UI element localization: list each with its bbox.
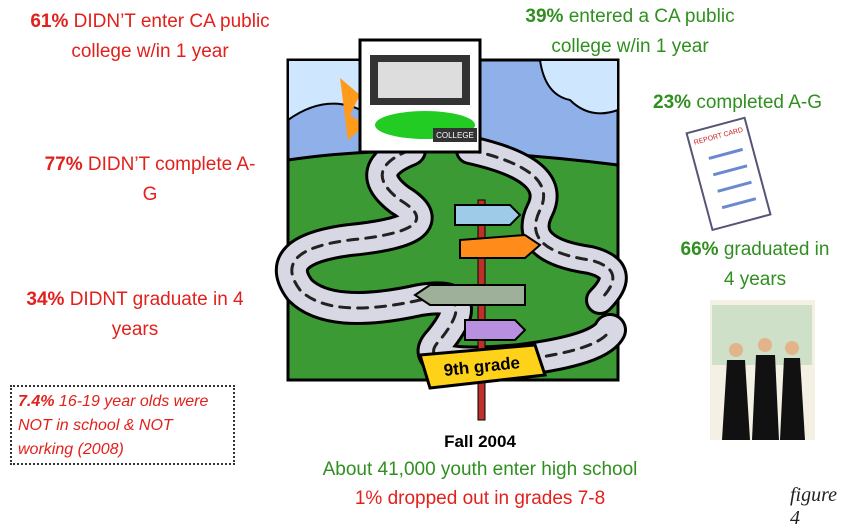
note-box: 7.4% 16-19 year olds were NOT in school … xyxy=(10,385,235,465)
bottom-line-2: 1% dropped out in grades 7-8 xyxy=(354,488,606,509)
stat-left-2: 77% DIDN’T complete A-G xyxy=(44,154,256,205)
stat-right-1: 39% entered a CA public college w/in 1 y… xyxy=(525,6,735,57)
infographic: COLLEGE 9th grade REPORT CARD 61% DIDN’T… xyxy=(10,6,837,529)
stat-right-3: 66% graduated in 4 years xyxy=(680,239,830,290)
stat-left-1: 61% DIDN’T enter CA public college w/in … xyxy=(30,11,270,62)
stat-left-3: 34% DIDNT graduate in 4 years xyxy=(26,289,244,340)
college-sign: COLLEGE xyxy=(436,131,474,140)
figure-label: figure 4 xyxy=(790,484,838,529)
illustration: COLLEGE 9th grade REPORT CARD xyxy=(275,38,815,440)
bottom-line-1: About 41,000 youth enter high school xyxy=(322,459,638,480)
stat-right-2: 23% completed A-G xyxy=(653,92,822,113)
bottom-title: Fall 2004 xyxy=(444,432,516,451)
